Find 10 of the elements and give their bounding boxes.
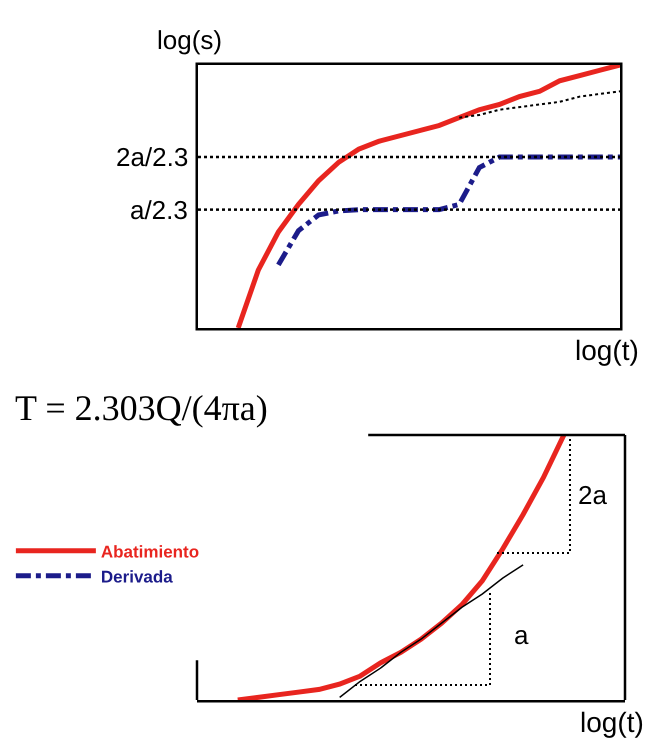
ref-line-label: 2a/2.3 <box>116 142 188 172</box>
y-axis-title: log(s) <box>157 25 222 55</box>
legend-label: Abatimiento <box>100 542 200 562</box>
x-axis-title: log(t) <box>575 335 639 366</box>
legend-label: Derivada <box>100 567 174 586</box>
x-axis-title: log(t) <box>580 707 644 738</box>
annotation: a <box>514 620 529 650</box>
annotation: 2a <box>578 480 608 510</box>
text: T = 2.303Q/(4πa) <box>15 388 268 428</box>
ref-line-label: a/2.3 <box>130 195 188 225</box>
